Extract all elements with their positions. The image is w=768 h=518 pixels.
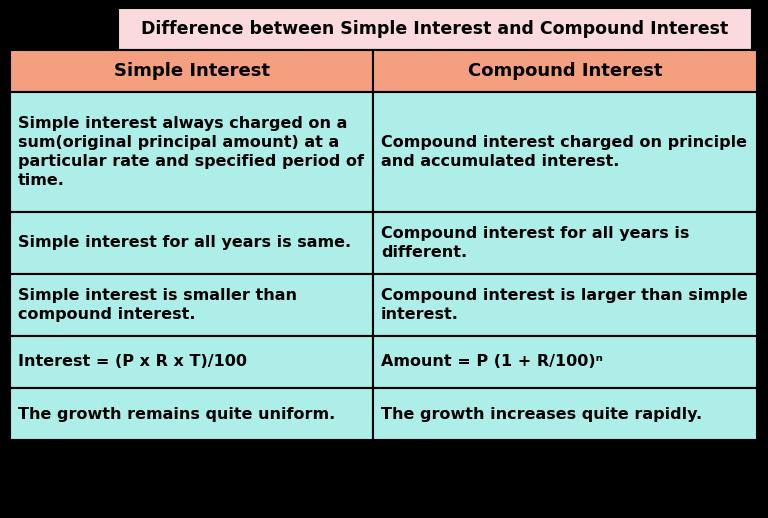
- FancyBboxPatch shape: [118, 8, 752, 50]
- Text: Interest = (P x R x T)/100: Interest = (P x R x T)/100: [18, 354, 247, 369]
- Text: Compound interest charged on principle
and accumulated interest.: Compound interest charged on principle a…: [381, 135, 747, 169]
- Text: Simple interest for all years is same.: Simple interest for all years is same.: [18, 236, 351, 251]
- FancyBboxPatch shape: [10, 388, 373, 440]
- Text: The growth increases quite rapidly.: The growth increases quite rapidly.: [381, 407, 702, 422]
- FancyBboxPatch shape: [10, 212, 373, 274]
- FancyBboxPatch shape: [373, 92, 757, 212]
- FancyBboxPatch shape: [373, 336, 757, 388]
- Text: Difference between Simple Interest and Compound Interest: Difference between Simple Interest and C…: [141, 20, 729, 38]
- Text: Simple interest always charged on a
sum(original principal amount) at a
particul: Simple interest always charged on a sum(…: [18, 116, 364, 189]
- Text: Amount = P (1 + R/100)ⁿ: Amount = P (1 + R/100)ⁿ: [381, 354, 603, 369]
- FancyBboxPatch shape: [373, 212, 757, 274]
- Text: Simple Interest: Simple Interest: [114, 62, 270, 80]
- Text: Compound Interest: Compound Interest: [468, 62, 662, 80]
- FancyBboxPatch shape: [373, 50, 757, 92]
- FancyBboxPatch shape: [10, 92, 373, 212]
- Text: Compound interest is larger than simple
interest.: Compound interest is larger than simple …: [381, 288, 748, 322]
- FancyBboxPatch shape: [373, 274, 757, 336]
- FancyBboxPatch shape: [10, 336, 373, 388]
- Text: The growth remains quite uniform.: The growth remains quite uniform.: [18, 407, 336, 422]
- Text: Simple interest is smaller than
compound interest.: Simple interest is smaller than compound…: [18, 288, 297, 322]
- Text: Compound interest for all years is
different.: Compound interest for all years is diffe…: [381, 226, 690, 260]
- FancyBboxPatch shape: [10, 50, 373, 92]
- FancyBboxPatch shape: [373, 388, 757, 440]
- FancyBboxPatch shape: [10, 274, 373, 336]
